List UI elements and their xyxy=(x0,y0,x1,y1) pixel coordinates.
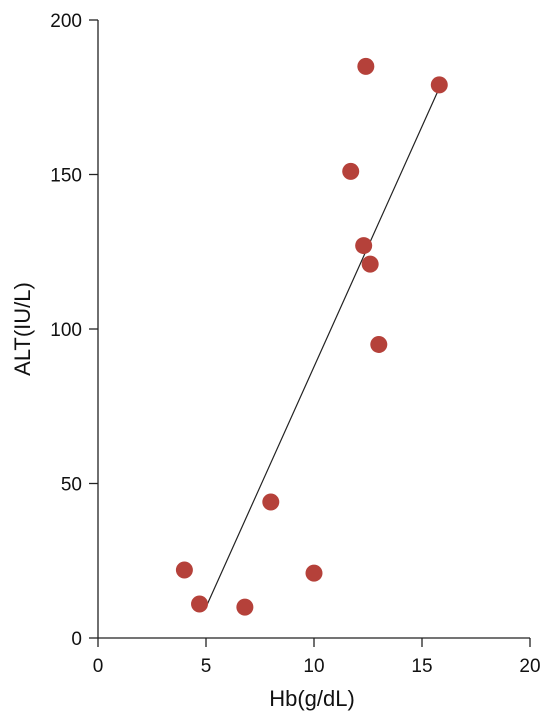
data-point xyxy=(191,595,209,613)
x-axis-title: Hb(g/dL) xyxy=(269,686,355,711)
x-tick-label: 15 xyxy=(411,656,432,677)
x-tick-label: 20 xyxy=(519,656,540,677)
axes: 0 50 100 150 200 0 5 10 15 20 xyxy=(50,11,540,677)
data-point xyxy=(262,493,280,511)
y-tick-label: 150 xyxy=(50,166,82,187)
data-point xyxy=(361,255,379,273)
data-point xyxy=(236,598,254,616)
x-tick-label: 0 xyxy=(93,656,104,677)
y-tick-label: 50 xyxy=(61,475,82,496)
trend-line-group xyxy=(205,87,440,608)
data-point xyxy=(355,237,373,255)
data-point xyxy=(357,57,375,75)
data-point xyxy=(175,561,193,579)
data-points xyxy=(175,57,448,616)
regression-line xyxy=(205,87,440,608)
data-point xyxy=(430,76,448,94)
y-tick-label: 0 xyxy=(71,629,82,650)
y-axis-title: ALT(IU/L) xyxy=(10,282,35,376)
data-point xyxy=(342,162,360,180)
data-point xyxy=(370,335,388,353)
x-tick-label: 5 xyxy=(201,656,212,677)
y-tick-label: 200 xyxy=(50,11,82,32)
data-point xyxy=(305,564,323,582)
x-tick-label: 10 xyxy=(303,656,324,677)
y-tick-label: 100 xyxy=(50,320,82,341)
